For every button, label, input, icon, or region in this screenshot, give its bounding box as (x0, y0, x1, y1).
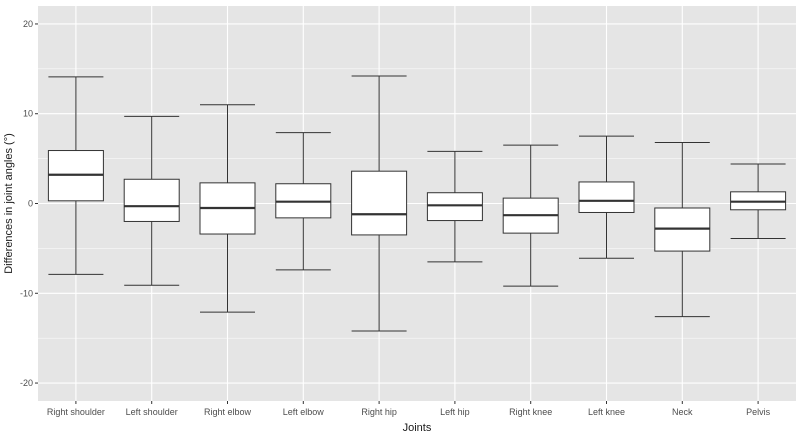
box-left-shoulder (123, 115, 180, 286)
x-tick-label: Right hip (361, 407, 397, 417)
box-neck (654, 141, 711, 318)
box-series (47, 75, 787, 332)
box-right-hip (351, 75, 408, 332)
y-axis: -20 -10 0 10 20 (20, 19, 38, 388)
x-tick-label: Pelvis (746, 407, 771, 417)
x-tick-label: Left elbow (283, 407, 325, 417)
y-tick-label: 0 (28, 199, 33, 209)
y-axis-title: Differences in joint angles (°) (3, 133, 15, 274)
x-tick-label: Neck (672, 407, 693, 417)
iqr-box (578, 181, 635, 213)
x-tick-label: Left hip (440, 407, 470, 417)
iqr-box (426, 192, 483, 222)
x-tick-label: Left knee (588, 407, 625, 417)
box-left-hip (426, 150, 483, 263)
y-tick-label: -10 (20, 288, 33, 298)
iqr-box (123, 178, 180, 222)
x-tick-label: Right knee (509, 407, 552, 417)
y-tick-label: -20 (20, 378, 33, 388)
x-tick-label: Left shoulder (126, 407, 178, 417)
box-left-elbow (275, 132, 332, 271)
box-right-elbow (199, 104, 256, 313)
iqr-box (351, 170, 408, 236)
y-tick-label: 20 (23, 19, 33, 29)
box-right-knee (502, 144, 559, 287)
x-axis: Right shoulder Left shoulder Right elbow Le… (47, 401, 771, 417)
box-pelvis (730, 163, 787, 240)
x-tick-label: Right shoulder (47, 407, 105, 417)
box-right-shoulder (47, 76, 104, 275)
box-left-knee (578, 135, 635, 259)
x-tick-label: Right elbow (204, 407, 252, 417)
y-tick-label: 10 (23, 109, 33, 119)
x-axis-title: Joints (403, 422, 432, 434)
